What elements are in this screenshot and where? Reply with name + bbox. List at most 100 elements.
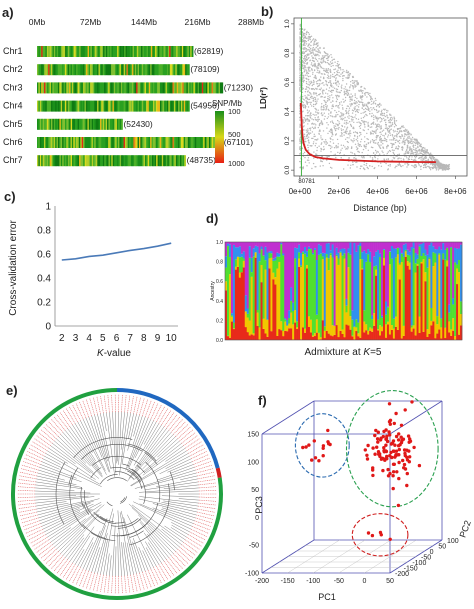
panel-a-density-segment <box>159 100 162 112</box>
panel-b-point <box>314 123 316 125</box>
panel-b-point <box>340 73 342 75</box>
panel-b-point <box>353 121 355 124</box>
panel-b-point <box>352 163 354 166</box>
panel-f-pc1-tick-label: -200 <box>255 578 269 585</box>
panel-d-ancestry-segment <box>238 246 242 258</box>
panel-b-point <box>387 119 390 122</box>
panel-b-point <box>318 145 320 147</box>
panel-b-point <box>338 110 340 113</box>
panel-d-ancestry-segment <box>418 242 421 245</box>
panel-e-branch <box>167 461 193 473</box>
panel-a-density-segment <box>124 46 126 57</box>
panel-e-branch <box>147 533 167 560</box>
panel-b-point <box>370 97 372 99</box>
panel-e-leaf-label <box>150 568 159 586</box>
panel-a-density-segment <box>158 137 161 148</box>
panel-b-point <box>350 132 352 135</box>
panel-a-density-segment <box>37 155 39 167</box>
panel-b-point <box>363 157 365 159</box>
panel-b-point <box>340 115 342 117</box>
panel-b-point <box>354 116 356 118</box>
panel-d-ancestry-segment <box>325 254 328 258</box>
panel-a-density-segment <box>109 82 112 94</box>
panel-e-branch <box>128 413 134 440</box>
panel-b-point <box>424 147 426 149</box>
panel-b-y-tick-label: 1.0 <box>284 19 291 28</box>
panel-a-density-segment <box>109 100 112 112</box>
panel-d-ancestry-segment <box>452 304 455 319</box>
panel-b-point <box>426 165 428 168</box>
panel-d-ancestry-segment <box>448 304 451 313</box>
panel-d-ancestry-segment <box>428 333 431 340</box>
panel-d-ancestry-segment <box>288 318 291 324</box>
panel-b-point <box>332 105 335 108</box>
panel-b-point <box>408 151 410 153</box>
panel-a-density-segment <box>53 155 56 167</box>
panel-a-density-segment <box>105 82 108 94</box>
panel-b-point <box>398 142 401 144</box>
panel-b-point <box>330 111 332 113</box>
panel-a-density-segment <box>140 82 143 94</box>
panel-e-branch <box>56 438 94 473</box>
panel-e-branch <box>127 418 149 468</box>
panel-d-ancestry-segment <box>325 242 328 244</box>
panel-b-point <box>389 122 392 124</box>
panel-d-sample-bar <box>357 242 360 340</box>
panel-a-density-segment <box>42 46 45 57</box>
panel-b-point <box>351 112 354 114</box>
panel-b-point <box>299 129 301 132</box>
panel-b-point <box>367 149 369 151</box>
panel-d-ancestry-segment <box>304 253 307 329</box>
panel-b-point <box>334 129 337 132</box>
panel-b-point <box>315 153 317 155</box>
panel-b-point <box>307 149 310 151</box>
panel-d-ancestry-segment <box>333 325 336 335</box>
panel-b-point <box>331 120 333 122</box>
panel-b-point <box>320 59 322 61</box>
panel-d-ancestry-segment <box>398 248 402 264</box>
panel-b-point <box>385 139 388 141</box>
panel-b-point <box>308 141 310 143</box>
panel-d-ancestry-segment <box>286 242 289 320</box>
panel-b-point <box>437 159 439 161</box>
panel-b-point <box>351 140 353 142</box>
panel-d-ancestry-segment <box>406 249 409 255</box>
panel-a-density-segment <box>115 64 118 76</box>
panel-b-x-tick-label: 4e+06 <box>366 187 389 196</box>
panel-b-point <box>407 146 409 149</box>
panel-d-ancestry-segment <box>246 242 249 309</box>
panel-a-density-segment <box>111 137 113 148</box>
panel-e-branch <box>103 413 107 432</box>
panel-a-density-segment <box>70 118 73 130</box>
panel-d-ancestry-segment <box>351 335 354 337</box>
panel-a-density-segment <box>111 46 114 57</box>
panel-b-point <box>355 101 357 103</box>
panel-a-row-count: (78109) <box>190 64 219 74</box>
panel-e-branch <box>42 458 102 487</box>
panel-a-density-segment <box>154 137 157 148</box>
panel-e-leaf-label <box>124 575 127 594</box>
panel-d-ancestry-segment <box>460 244 463 302</box>
panel-d-sample-bar <box>307 242 311 340</box>
panel-d-ancestry-segment <box>262 255 265 319</box>
panel-d-ancestry-segment <box>347 252 350 268</box>
panel-d-ancestry-segment <box>402 335 406 340</box>
panel-d-ancestry-segment <box>381 317 384 327</box>
panel-e-branch <box>126 430 169 482</box>
panel-a-density-segment <box>51 155 53 167</box>
panel-e-leaf-label <box>133 574 138 592</box>
panel-b-point <box>330 131 332 134</box>
panel-b-point <box>317 69 319 72</box>
panel-e-branch <box>35 481 83 490</box>
panel-a-density-segment <box>39 64 42 76</box>
panel-e-leaf-label <box>121 575 123 594</box>
panel-d-ancestry-segment <box>337 264 340 338</box>
panel-b-point <box>393 126 396 128</box>
panel-b-point <box>399 136 401 138</box>
panel-a-row-bar <box>37 118 123 130</box>
panel-a-density-segment <box>182 64 185 76</box>
panel-b-point <box>322 109 324 111</box>
panel-b-point <box>327 93 329 95</box>
panel-b-point <box>354 143 357 145</box>
panel-b-point <box>365 113 367 116</box>
